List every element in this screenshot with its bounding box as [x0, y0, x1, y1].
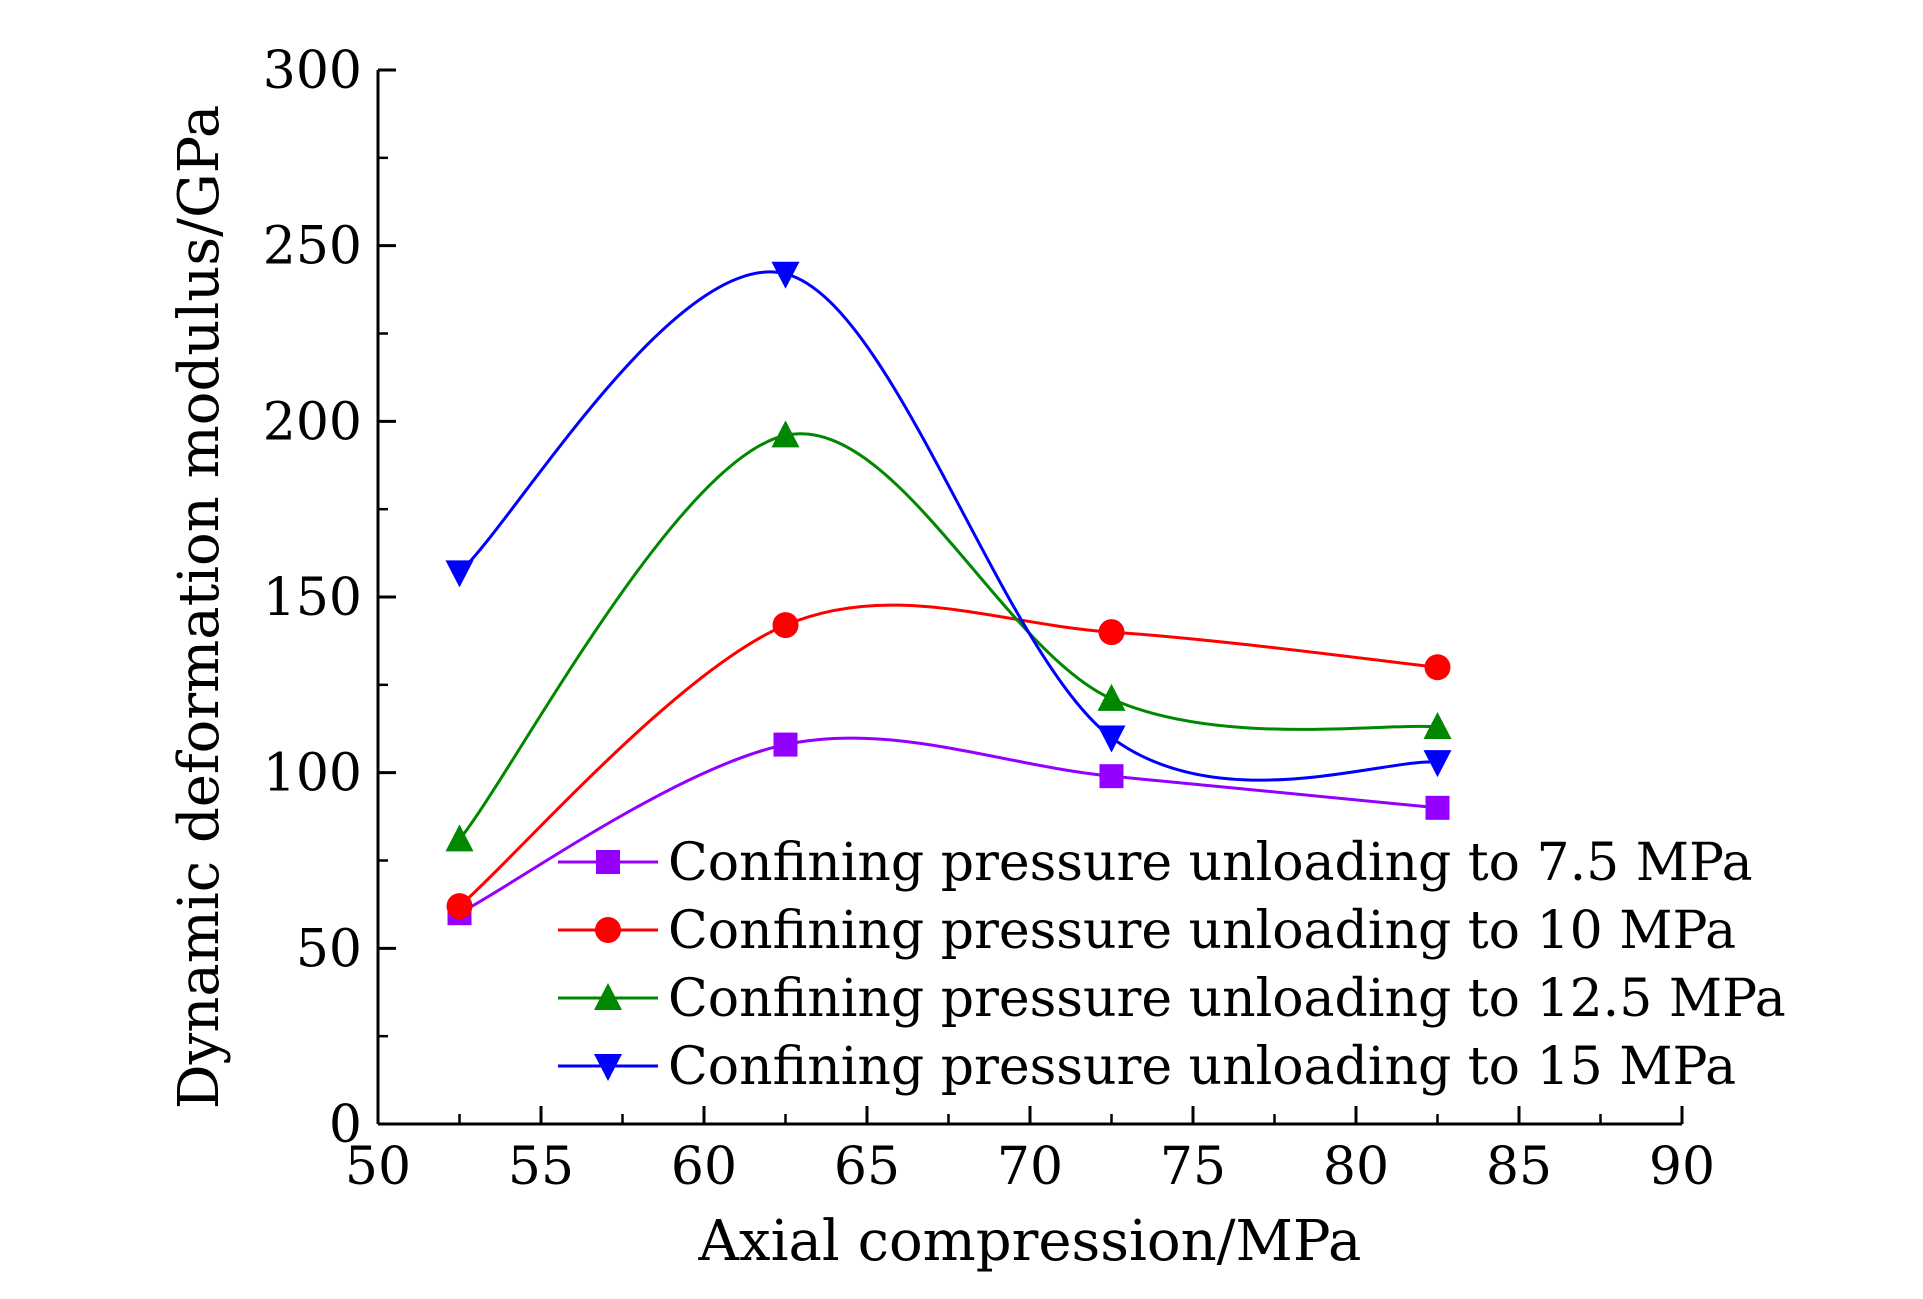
- x-axis-title: Axial compression/MPa: [698, 1209, 1362, 1274]
- x-tick-label: 85: [1486, 1137, 1552, 1197]
- data-point: [772, 612, 799, 639]
- legend-label: Confining pressure unloading to 15 MPa: [668, 1037, 1736, 1097]
- x-tick-label: 70: [997, 1137, 1063, 1197]
- x-tick-label: 65: [834, 1137, 900, 1197]
- legend: Confining pressure unloading to 7.5 MPa C…: [558, 833, 1786, 1097]
- data-point: [446, 893, 473, 920]
- data-point: [1423, 711, 1452, 739]
- series-4: [445, 261, 1452, 782]
- y-tick-label: 50: [296, 919, 362, 979]
- data-point: [773, 732, 798, 757]
- series-layer: [445, 261, 1452, 926]
- data-point: [1423, 750, 1452, 778]
- data-point: [771, 261, 800, 289]
- y-tick-label: 250: [263, 217, 362, 277]
- y-tick-label: 300: [263, 41, 362, 101]
- legend-item: Confining pressure unloading to 12.5 MPa: [558, 969, 1786, 1029]
- legend-label: Confining pressure unloading to 7.5 MPa: [668, 833, 1753, 893]
- data-point: [1099, 764, 1124, 789]
- legend-item: Confining pressure unloading to 15 MPa: [558, 1037, 1736, 1097]
- y-tick-label: 0: [329, 1095, 362, 1155]
- legend-label: Confining pressure unloading to 10 MPa: [668, 901, 1736, 961]
- data-point: [1425, 795, 1450, 820]
- x-tick-label: 75: [1160, 1137, 1226, 1197]
- x-tick-label: 90: [1649, 1137, 1715, 1197]
- series-1: [447, 732, 1450, 926]
- data-point: [445, 824, 474, 852]
- series-line: [458, 603, 1438, 908]
- legend-item: Confining pressure unloading to 7.5 MPa: [558, 833, 1753, 893]
- legend-marker: [594, 1054, 622, 1081]
- series-line: [458, 432, 1438, 841]
- series-line: [458, 736, 1438, 915]
- series-2: [446, 603, 1451, 920]
- y-axis-title: Dynamic deformation modulus/GPa: [167, 105, 232, 1109]
- y-tick-label: 100: [263, 744, 362, 804]
- data-point: [1424, 654, 1451, 681]
- series-3: [445, 420, 1452, 852]
- y-tick-label: 150: [263, 568, 362, 628]
- legend-marker: [596, 850, 620, 874]
- legend-marker: [594, 983, 622, 1010]
- y-tick-label: 200: [263, 392, 362, 452]
- x-tick-label: 55: [508, 1137, 574, 1197]
- data-point: [445, 560, 474, 588]
- series-line: [458, 270, 1438, 782]
- data-point: [1098, 619, 1125, 646]
- data-point: [1097, 725, 1126, 753]
- x-tick-label: 50: [345, 1137, 411, 1197]
- data-point: [771, 420, 800, 448]
- legend-label: Confining pressure unloading to 12.5 MPa: [668, 969, 1786, 1029]
- x-tick-label: 80: [1323, 1137, 1389, 1197]
- legend-marker: [595, 917, 621, 943]
- legend-item: Confining pressure unloading to 10 MPa: [558, 901, 1736, 961]
- x-tick-label: 60: [671, 1137, 737, 1197]
- data-point: [1097, 683, 1126, 711]
